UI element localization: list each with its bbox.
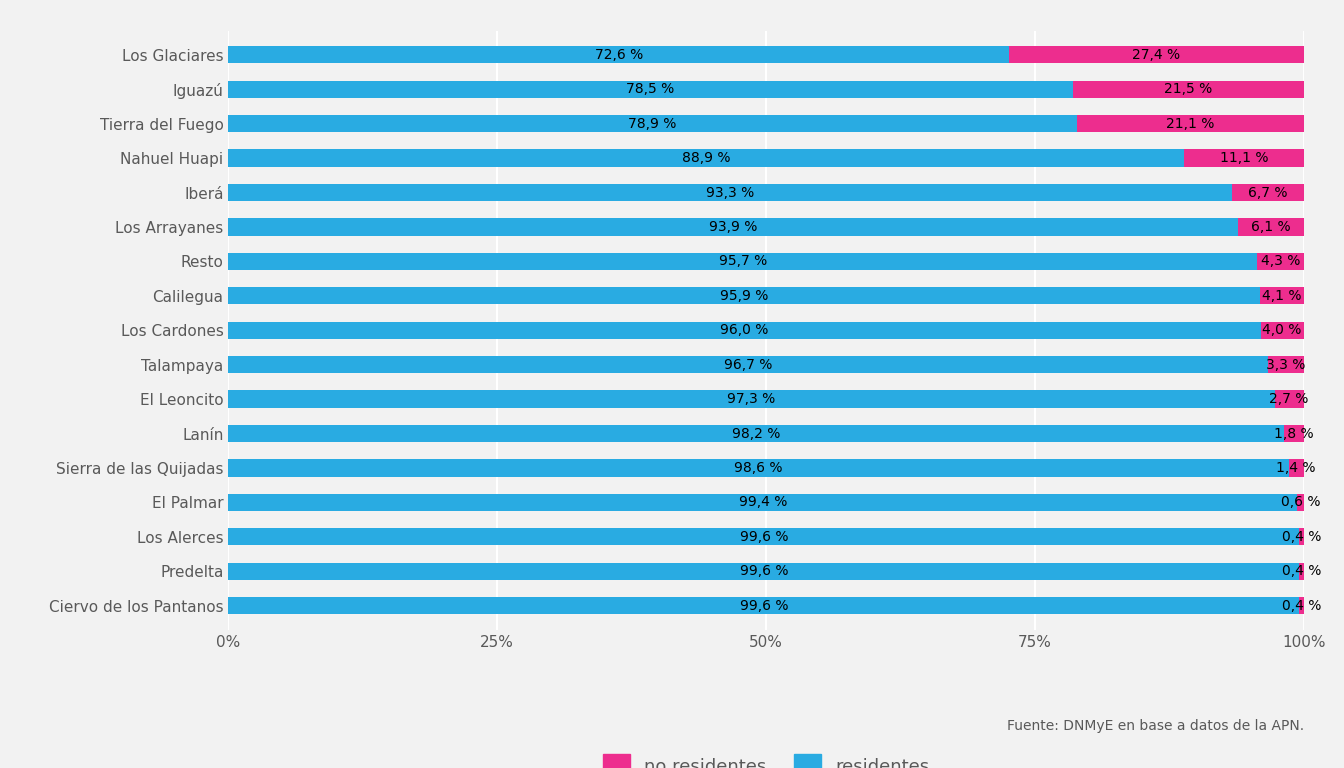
Bar: [228, 322, 1261, 339]
Text: 98,6 %: 98,6 %: [734, 461, 782, 475]
Text: 4,1 %: 4,1 %: [1262, 289, 1301, 303]
Bar: [228, 253, 1258, 270]
Bar: [1258, 253, 1304, 270]
Text: 2,7 %: 2,7 %: [1270, 392, 1309, 406]
Bar: [1269, 356, 1304, 373]
Bar: [228, 597, 1300, 614]
Text: 99,6 %: 99,6 %: [739, 530, 788, 544]
Bar: [1231, 184, 1304, 201]
Text: 6,1 %: 6,1 %: [1251, 220, 1290, 234]
Text: 4,3 %: 4,3 %: [1261, 254, 1300, 268]
Text: 27,4 %: 27,4 %: [1132, 48, 1180, 61]
Text: 0,4 %: 0,4 %: [1282, 599, 1321, 613]
Bar: [1261, 322, 1304, 339]
Bar: [228, 287, 1259, 304]
Bar: [228, 46, 1009, 64]
Text: 1,8 %: 1,8 %: [1274, 426, 1314, 441]
Text: 0,6 %: 0,6 %: [1281, 495, 1320, 509]
Text: 95,7 %: 95,7 %: [719, 254, 767, 268]
Bar: [1285, 425, 1304, 442]
Bar: [228, 81, 1073, 98]
Bar: [228, 115, 1077, 132]
Text: Fuente: DNMyE en base a datos de la APN.: Fuente: DNMyE en base a datos de la APN.: [1007, 720, 1304, 733]
Text: 96,0 %: 96,0 %: [720, 323, 769, 337]
Bar: [1289, 459, 1304, 477]
Bar: [1300, 563, 1304, 580]
Text: 99,6 %: 99,6 %: [739, 564, 788, 578]
Text: 72,6 %: 72,6 %: [594, 48, 642, 61]
Bar: [228, 563, 1300, 580]
Text: 3,3 %: 3,3 %: [1266, 358, 1305, 372]
Text: 4,0 %: 4,0 %: [1262, 323, 1302, 337]
Text: 93,3 %: 93,3 %: [706, 186, 754, 200]
Bar: [1300, 597, 1304, 614]
Bar: [1077, 115, 1304, 132]
Bar: [228, 390, 1274, 408]
Bar: [1274, 390, 1304, 408]
Text: 21,1 %: 21,1 %: [1167, 117, 1215, 131]
Bar: [228, 150, 1184, 167]
Text: 0,4 %: 0,4 %: [1282, 564, 1321, 578]
Bar: [1259, 287, 1304, 304]
Text: 97,3 %: 97,3 %: [727, 392, 775, 406]
Bar: [228, 218, 1238, 236]
Bar: [228, 494, 1297, 511]
Text: 1,4 %: 1,4 %: [1277, 461, 1316, 475]
Text: 11,1 %: 11,1 %: [1220, 151, 1269, 165]
Text: 6,7 %: 6,7 %: [1249, 186, 1288, 200]
Legend: no residentes, residentes: no residentes, residentes: [594, 745, 938, 768]
Text: 78,5 %: 78,5 %: [626, 82, 675, 96]
Text: 99,4 %: 99,4 %: [739, 495, 788, 509]
Text: 78,9 %: 78,9 %: [629, 117, 677, 131]
Bar: [228, 425, 1285, 442]
Bar: [228, 356, 1269, 373]
Text: 93,9 %: 93,9 %: [710, 220, 758, 234]
Text: 95,9 %: 95,9 %: [720, 289, 769, 303]
Bar: [228, 184, 1231, 201]
Bar: [1009, 46, 1304, 64]
Bar: [1238, 218, 1304, 236]
Bar: [228, 528, 1300, 545]
Text: 0,4 %: 0,4 %: [1282, 530, 1321, 544]
Bar: [1297, 494, 1304, 511]
Bar: [1073, 81, 1304, 98]
Text: 21,5 %: 21,5 %: [1164, 82, 1212, 96]
Bar: [228, 459, 1289, 477]
Bar: [1300, 528, 1304, 545]
Text: 98,2 %: 98,2 %: [732, 426, 781, 441]
Bar: [1184, 150, 1304, 167]
Text: 96,7 %: 96,7 %: [724, 358, 773, 372]
Text: 99,6 %: 99,6 %: [739, 599, 788, 613]
Text: 88,9 %: 88,9 %: [683, 151, 731, 165]
